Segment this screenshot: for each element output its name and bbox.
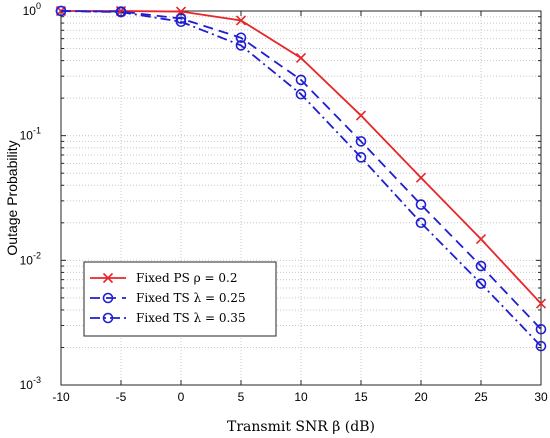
data-point — [355, 136, 367, 147]
legend-item-2: Fixed TS λ = 0.25 — [90, 291, 246, 305]
data-point — [415, 217, 427, 229]
x-tick-label: 20 — [414, 390, 428, 404]
legend-marker — [102, 272, 114, 284]
y-axis-label: Outage Probability — [4, 140, 20, 255]
legend-label: Fixed TS λ = 0.25 — [136, 291, 246, 305]
data-point — [55, 5, 67, 17]
axis-ticks: -10 -5 0 5 10 15 20 25 30 100 10-1 10-2 10-3 — [20, 1, 548, 404]
data-point — [535, 298, 547, 309]
data-point — [115, 6, 127, 18]
legend-marker — [102, 292, 114, 304]
y-tick-label: 10-3 — [20, 375, 41, 392]
x-tick-label: -5 — [116, 390, 127, 404]
legend: Fixed PS ρ = 0.2 Fixed TS λ = 0.25 Fixed T… — [83, 261, 277, 337]
legend-label: Fixed TS λ = 0.35 — [136, 311, 246, 325]
x-tick-label: 25 — [474, 390, 488, 404]
series-line — [60, 10, 542, 330]
legend-item-1: Fixed PS ρ = 0.2 — [90, 271, 237, 285]
x-axis-label: Transmit SNR β (dB) — [227, 419, 375, 435]
data-point — [295, 74, 307, 86]
x-tick-label: 5 — [238, 390, 245, 404]
x-tick-label: 0 — [178, 390, 185, 404]
data-point — [295, 88, 307, 100]
legend-box — [83, 261, 277, 337]
x-tick-label: 30 — [534, 390, 548, 404]
series-line — [61, 10, 542, 305]
data-point — [355, 152, 367, 163]
data-point — [235, 15, 247, 26]
x-tick-label: 10 — [294, 390, 308, 404]
series-2 — [55, 5, 547, 335]
data-point — [535, 340, 547, 352]
series-3 — [55, 5, 547, 352]
legend-marker — [102, 312, 114, 324]
data-point — [415, 172, 427, 183]
data-point — [355, 110, 367, 121]
data-point — [475, 278, 487, 289]
data-point — [535, 323, 547, 335]
series-group — [55, 5, 547, 352]
legend-item-3: Fixed TS λ = 0.35 — [90, 311, 246, 325]
data-point — [175, 16, 187, 28]
y-tick-label: 10-2 — [20, 250, 41, 267]
data-point — [175, 13, 187, 24]
data-point — [475, 234, 487, 245]
data-point — [235, 40, 247, 51]
y-tick-label: 100 — [23, 1, 41, 18]
y-tick-label: 10-1 — [20, 126, 41, 143]
x-tick-label: -10 — [52, 390, 70, 404]
x-tick-label: 15 — [354, 390, 368, 404]
data-point — [235, 32, 247, 44]
data-point — [415, 199, 427, 210]
data-point — [295, 52, 307, 64]
data-point — [475, 260, 487, 272]
legend-label: Fixed PS ρ = 0.2 — [136, 271, 237, 285]
series-line — [60, 10, 542, 347]
